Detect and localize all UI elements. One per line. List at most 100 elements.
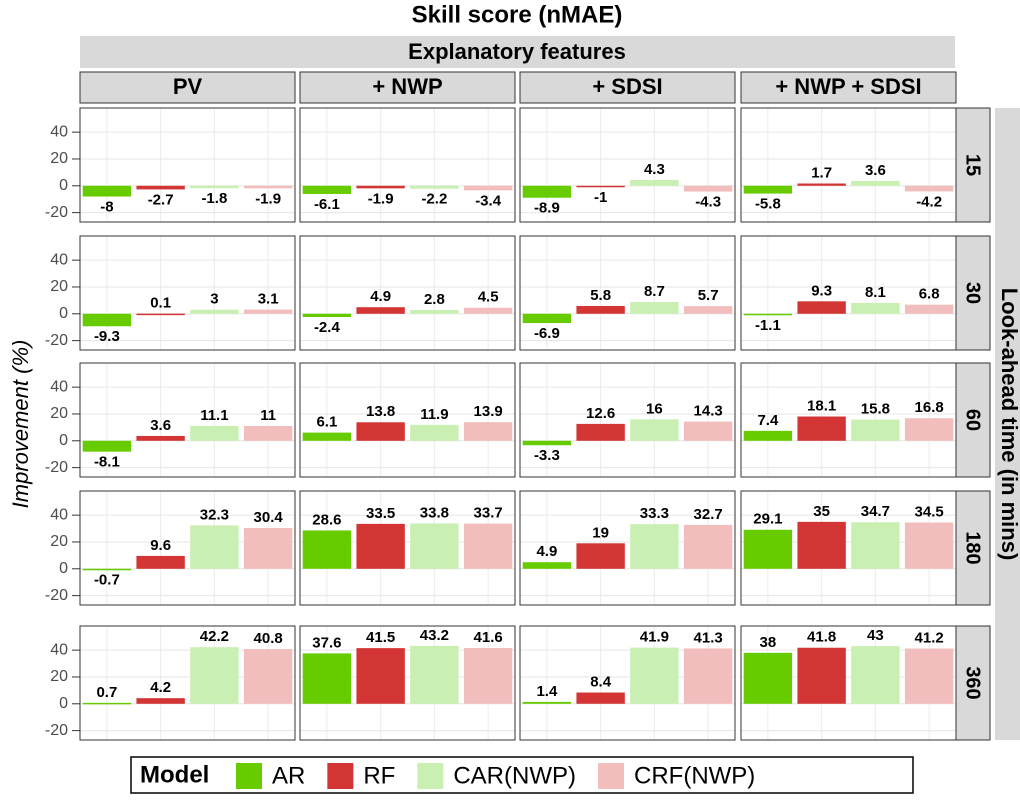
panel-border <box>299 625 516 741</box>
bar <box>463 307 513 314</box>
column-strip <box>80 36 955 68</box>
row-label: 15 <box>962 154 984 176</box>
column-strip <box>79 71 296 104</box>
bar <box>243 528 293 569</box>
data-label: 41.8 <box>807 629 836 646</box>
data-label: 5.8 <box>590 287 611 304</box>
data-label: 19 <box>592 524 609 541</box>
bar <box>356 648 405 704</box>
data-label: 34.5 <box>915 503 944 520</box>
legend-swatch <box>236 763 262 789</box>
bar <box>522 313 572 324</box>
bar <box>522 185 572 198</box>
panel <box>741 108 956 222</box>
row-label: 30 <box>962 282 984 304</box>
bar <box>630 302 679 314</box>
bar <box>410 310 459 314</box>
data-label: 41.6 <box>474 629 503 646</box>
row-strip <box>954 107 991 223</box>
bar <box>243 649 293 704</box>
panel-border <box>740 490 957 606</box>
row-strip <box>954 235 991 351</box>
data-label: 13.9 <box>474 403 503 420</box>
data-label: 41.5 <box>366 629 395 646</box>
y-tick-label: 0 <box>59 695 68 712</box>
bar <box>82 568 132 571</box>
bar <box>82 440 132 452</box>
legend-label: CAR(NWP) <box>453 762 576 789</box>
legend-label: RF <box>363 762 395 789</box>
data-label: 0.7 <box>96 684 117 701</box>
bar <box>463 523 513 569</box>
data-label: -4.2 <box>916 193 942 210</box>
data-label: 5.7 <box>698 287 719 304</box>
data-label: 1.4 <box>536 683 558 700</box>
y-tick-label: -20 <box>45 459 68 476</box>
column-strip <box>740 71 957 104</box>
bar <box>302 313 352 318</box>
y-tick-label: 20 <box>50 278 68 295</box>
panel-border <box>519 362 736 478</box>
bar <box>630 180 679 186</box>
data-label: 41.2 <box>915 630 944 647</box>
panel-border <box>299 490 516 606</box>
bar <box>851 180 900 186</box>
data-label: -1.8 <box>201 190 227 207</box>
bar <box>410 645 459 704</box>
bar <box>630 419 679 441</box>
data-label: -1.1 <box>755 317 781 334</box>
row-label: 360 <box>962 666 984 699</box>
bar <box>522 701 572 704</box>
data-label: 6.8 <box>919 286 940 303</box>
data-label: 30.4 <box>254 509 284 526</box>
bar <box>82 185 132 197</box>
column-strip <box>299 71 516 104</box>
bar <box>797 521 846 569</box>
panel <box>300 363 515 477</box>
bar <box>630 647 679 704</box>
bar <box>851 419 900 441</box>
panel <box>300 236 515 350</box>
bar <box>743 529 793 569</box>
bar <box>243 426 293 441</box>
data-label: 32.3 <box>200 506 229 523</box>
bar <box>82 702 132 705</box>
bar <box>851 302 900 314</box>
panel <box>80 363 295 477</box>
panel <box>520 236 735 350</box>
data-label: 34.7 <box>861 503 890 520</box>
bar <box>356 307 405 314</box>
y-tick-label: 40 <box>50 641 68 658</box>
data-label: 11.9 <box>420 406 448 423</box>
data-label: 33.3 <box>640 505 669 522</box>
bar <box>743 313 793 316</box>
legend-swatch <box>598 763 624 789</box>
bar <box>522 562 572 569</box>
data-label: 11.1 <box>200 407 228 424</box>
data-label: -5.8 <box>755 196 781 213</box>
y-tick-label: 40 <box>50 123 68 140</box>
data-label: 4.9 <box>370 288 391 305</box>
bar <box>797 647 846 704</box>
data-label: 16 <box>646 400 663 417</box>
bar <box>190 309 239 314</box>
row-strip <box>954 362 991 478</box>
data-label: -1.9 <box>255 190 281 207</box>
data-label: 40.8 <box>254 630 283 647</box>
panel-border <box>740 107 957 223</box>
row-strip-title: Look-ahead time (in mins) <box>997 288 1020 561</box>
bar <box>576 306 625 314</box>
row-strip <box>995 108 1020 740</box>
y-tick-label: 20 <box>50 150 68 167</box>
data-label: 1.7 <box>811 164 832 181</box>
row-strip <box>954 490 991 606</box>
data-label: 33.5 <box>366 505 395 522</box>
bar <box>851 522 900 569</box>
column-label: + NWP <box>372 74 442 99</box>
bar <box>904 304 954 314</box>
bar <box>356 422 405 441</box>
data-label: 3.1 <box>258 291 279 308</box>
y-tick-label: 40 <box>50 251 68 268</box>
bar <box>743 652 793 704</box>
legend-label: CRF(NWP) <box>634 762 755 789</box>
